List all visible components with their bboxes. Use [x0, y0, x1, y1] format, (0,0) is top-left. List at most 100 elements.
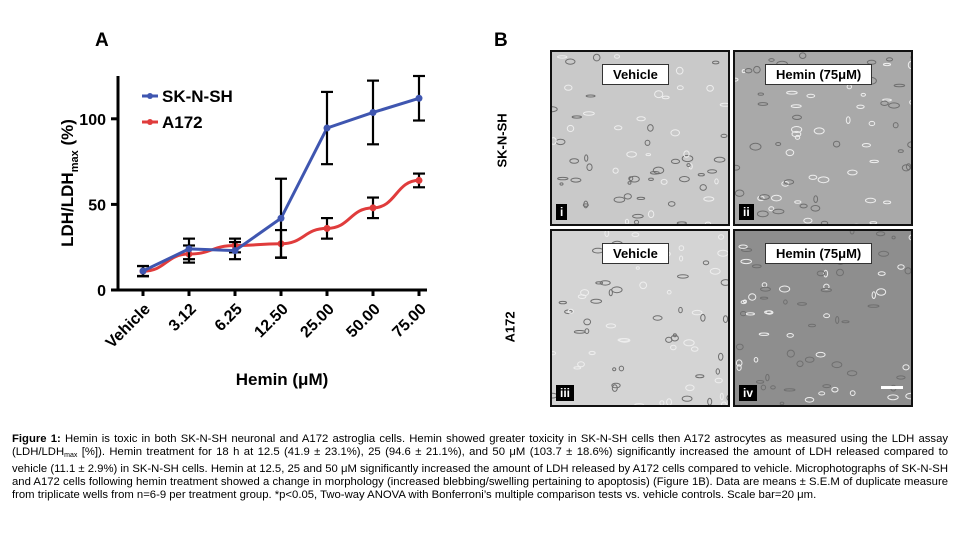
- cell-texture: [759, 194, 770, 200]
- cell-texture: [902, 364, 910, 371]
- cell-texture: [632, 213, 644, 219]
- micrograph-tile-iii: Vehicle iii: [550, 229, 730, 407]
- cell-texture: [718, 352, 724, 361]
- cell-texture: [735, 189, 745, 197]
- cell-texture: [876, 288, 887, 296]
- cell-texture: [617, 338, 630, 342]
- cell-texture: [735, 164, 741, 171]
- cell-texture: [573, 366, 582, 370]
- cell-texture: [740, 258, 752, 265]
- cell-texture: [699, 184, 707, 191]
- cell-texture: [738, 244, 748, 249]
- cell-texture: [845, 116, 851, 124]
- caption-subscript: max: [64, 452, 78, 460]
- micrograph-tile-ii: Hemin (75μM) ii: [733, 50, 913, 226]
- cell-texture: [685, 384, 695, 392]
- cell-texture: [611, 382, 621, 389]
- cell-texture: [799, 52, 807, 59]
- cell-texture: [577, 361, 585, 368]
- cell-texture: [849, 231, 855, 235]
- cell-texture: [831, 361, 843, 369]
- y-tick-label: 50: [88, 197, 106, 214]
- cell-texture: [681, 395, 693, 402]
- cell-texture: [706, 84, 714, 92]
- cell-texture: [770, 385, 776, 390]
- cell-texture: [703, 196, 715, 202]
- cell-texture: [666, 289, 672, 295]
- x-tick-label: 6.25: [212, 301, 246, 335]
- micrograph-tile-iv: Hemin (75μM) iv: [733, 229, 913, 407]
- cell-texture: [552, 106, 558, 113]
- cell-texture: [757, 92, 764, 96]
- cell-texture: [882, 62, 892, 67]
- cell-texture: [877, 271, 886, 276]
- cell-texture: [817, 176, 830, 184]
- cell-texture: [644, 139, 651, 146]
- data-point: [231, 247, 239, 255]
- cell-texture: [648, 177, 654, 182]
- cell-texture: [566, 124, 575, 133]
- cell-texture: [582, 203, 589, 207]
- cell-texture: [875, 231, 886, 237]
- cell-texture: [846, 370, 858, 377]
- cell-texture: [823, 313, 830, 319]
- cell-texture: [647, 210, 655, 219]
- cell-texture: [771, 194, 782, 202]
- cell-texture: [585, 94, 596, 98]
- cell-texture: [751, 264, 762, 269]
- cell-texture: [806, 93, 816, 99]
- cell-texture: [707, 169, 718, 174]
- cell-texture: [691, 309, 703, 316]
- cell-texture: [676, 85, 684, 91]
- cell-texture: [796, 360, 804, 368]
- cell-texture: [885, 57, 894, 62]
- cell-texture: [720, 279, 728, 286]
- cell-texture: [756, 380, 765, 384]
- cell-texture: [893, 83, 906, 88]
- cell-texture: [676, 221, 687, 224]
- y-axis-label: LDH/LDHmax (%): [58, 119, 81, 247]
- cell-texture: [832, 140, 841, 148]
- cell-texture: [757, 195, 765, 202]
- cell-texture: [869, 159, 879, 164]
- caption-text-1: Hemin is toxic in both SK-N-SH neuronal …: [12, 433, 949, 459]
- cell-texture: [808, 174, 818, 180]
- micrograph-tile-i: Vehicle i: [550, 50, 730, 226]
- cell-texture: [599, 280, 611, 286]
- x-tick-label: 3.12: [166, 301, 200, 335]
- micrograph-image-i: [552, 52, 728, 224]
- cell-texture: [583, 318, 592, 326]
- cell-texture: [683, 339, 695, 347]
- cell-texture: [901, 164, 911, 172]
- row-label-a172: A172: [502, 311, 518, 343]
- cell-texture: [627, 181, 632, 185]
- cell-texture: [759, 296, 769, 300]
- row-label-sk-n-sh: SK-N-SH: [494, 113, 510, 168]
- cell-texture: [896, 375, 906, 380]
- scale-bar: [881, 386, 903, 389]
- cell-texture: [588, 350, 596, 356]
- cell-texture: [714, 377, 723, 384]
- cell-texture: [613, 125, 623, 131]
- cell-texture: [909, 99, 911, 105]
- cell-texture: [618, 365, 625, 372]
- data-point: [369, 204, 377, 212]
- cell-texture: [764, 310, 773, 314]
- cell-texture: [700, 313, 706, 322]
- cell-texture: [816, 270, 826, 277]
- cell-texture: [570, 177, 582, 183]
- cell-texture: [583, 200, 589, 209]
- cell-texture: [804, 356, 815, 363]
- cell-texture: [592, 53, 601, 62]
- cell-texture: [605, 323, 617, 329]
- data-point: [415, 94, 423, 102]
- cell-texture: [791, 126, 803, 133]
- cell-texture: [652, 315, 663, 321]
- tile-numeral: iii: [556, 385, 575, 401]
- cell-texture: [558, 300, 568, 305]
- cell-texture: [868, 120, 876, 127]
- cell-texture: [904, 267, 911, 275]
- data-point: [139, 267, 147, 275]
- cell-texture: [720, 133, 728, 139]
- cell-texture: [736, 364, 742, 371]
